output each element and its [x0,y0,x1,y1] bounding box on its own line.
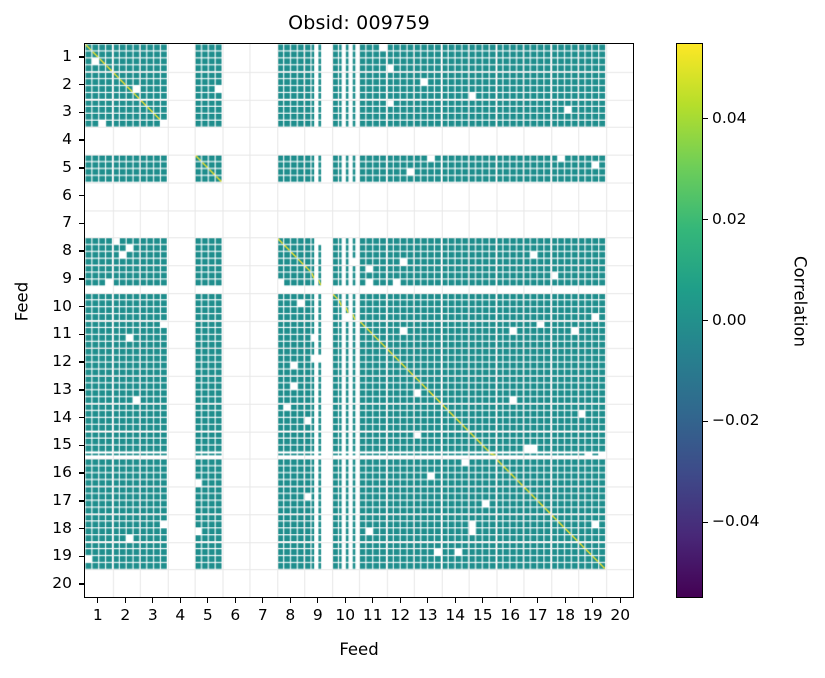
x-tick-label-14: 14 [445,606,466,624]
x-tick-label-18: 18 [555,606,576,624]
colorbar-tick-label-0: 0.04 [712,108,747,127]
heatmap-axes [84,43,634,598]
y-tick-label-7: 7 [62,213,72,232]
y-tick-2 [79,83,84,86]
y-tick-14 [79,416,84,419]
colorbar-tick-1 [703,218,708,221]
y-tick-label-12: 12 [52,352,72,371]
colorbar-label: Correlation [790,256,810,347]
x-tick-label-13: 13 [417,606,438,624]
y-tick-label-10: 10 [52,296,72,315]
y-tick-label-15: 15 [52,435,72,454]
y-tick-17 [79,500,84,502]
y-tick-label-6: 6 [62,185,72,204]
y-tick-label-19: 19 [52,546,72,565]
y-tick-15 [79,444,84,447]
x-tick-label-7: 7 [257,606,268,624]
y-tick-1 [79,56,84,58]
x-tick-1 [97,598,99,603]
y-tick-7 [79,222,84,225]
y-tick-label-18: 18 [52,518,72,537]
x-tick-label-1: 1 [92,606,103,624]
y-tick-8 [79,250,84,252]
x-tick-label-10: 10 [335,606,356,624]
x-tick-label-4: 4 [175,606,186,624]
x-tick-label-20: 20 [610,606,631,624]
correlation-heatmap [85,44,633,597]
colorbar-gradient [677,44,702,597]
x-tick-16 [509,598,511,603]
y-tick-19 [79,555,84,558]
y-tick-12 [79,361,84,363]
x-tick-3 [152,598,154,603]
y-tick-label-20: 20 [52,574,72,593]
x-tick-6 [234,598,236,603]
x-tick-18 [564,598,566,603]
y-tick-label-9: 9 [62,268,72,287]
colorbar-tick-4 [703,521,708,523]
y-tick-18 [79,527,84,530]
x-tick-14 [454,598,456,603]
colorbar-tick-0 [703,117,708,120]
x-tick-label-5: 5 [202,606,213,624]
colorbar-tick-label-1: 0.02 [712,209,747,228]
y-tick-6 [79,194,84,197]
x-tick-13 [427,598,429,603]
colorbar [676,43,703,598]
colorbar-tick-label-2: 0.00 [712,310,747,329]
y-tick-label-2: 2 [62,74,72,93]
y-tick-label-4: 4 [62,130,72,149]
y-tick-label-11: 11 [52,324,72,343]
x-tick-17 [537,598,539,603]
x-tick-5 [207,598,209,603]
x-tick-label-3: 3 [147,606,158,624]
colorbar-tick-label-3: −0.02 [712,411,760,430]
x-tick-label-9: 9 [312,606,323,624]
y-tick-label-1: 1 [62,46,72,65]
colorbar-tick-2 [703,319,708,322]
x-tick-label-11: 11 [362,606,383,624]
x-tick-12 [399,598,401,603]
y-tick-3 [79,111,84,114]
x-tick-label-15: 15 [472,606,493,624]
x-tick-10 [344,598,346,603]
x-tick-4 [179,598,181,603]
y-tick-9 [79,278,84,280]
x-tick-9 [317,598,319,603]
x-tick-20 [619,598,621,603]
y-tick-label-5: 5 [62,157,72,176]
colorbar-tick-label-4: −0.04 [712,512,760,531]
colorbar-tick-3 [703,420,708,423]
x-tick-11 [372,598,374,603]
x-tick-label-16: 16 [500,606,521,624]
y-tick-4 [79,139,84,141]
x-tick-label-12: 12 [390,606,411,624]
x-tick-label-19: 19 [582,606,603,624]
x-tick-19 [592,598,594,603]
page-title: Obsid: 009759 [288,12,430,34]
y-tick-10 [79,305,84,308]
y-axis-label: Feed [12,281,32,322]
x-tick-label-8: 8 [285,606,296,624]
y-tick-label-16: 16 [52,463,72,482]
y-tick-label-17: 17 [52,490,72,509]
x-tick-2 [124,598,126,603]
x-tick-label-17: 17 [527,606,548,624]
y-tick-label-3: 3 [62,102,72,121]
y-tick-13 [79,389,84,391]
x-tick-label-2: 2 [120,606,131,624]
x-tick-15 [482,598,484,603]
y-tick-label-13: 13 [52,379,72,398]
y-tick-11 [79,333,84,336]
y-tick-5 [79,167,84,169]
x-axis-label: Feed [339,640,379,659]
y-tick-label-14: 14 [52,407,72,426]
x-tick-8 [289,598,291,603]
y-tick-20 [79,583,84,585]
x-tick-7 [262,598,264,603]
x-tick-label-6: 6 [230,606,241,624]
y-tick-label-8: 8 [62,241,72,260]
y-tick-16 [79,472,84,474]
